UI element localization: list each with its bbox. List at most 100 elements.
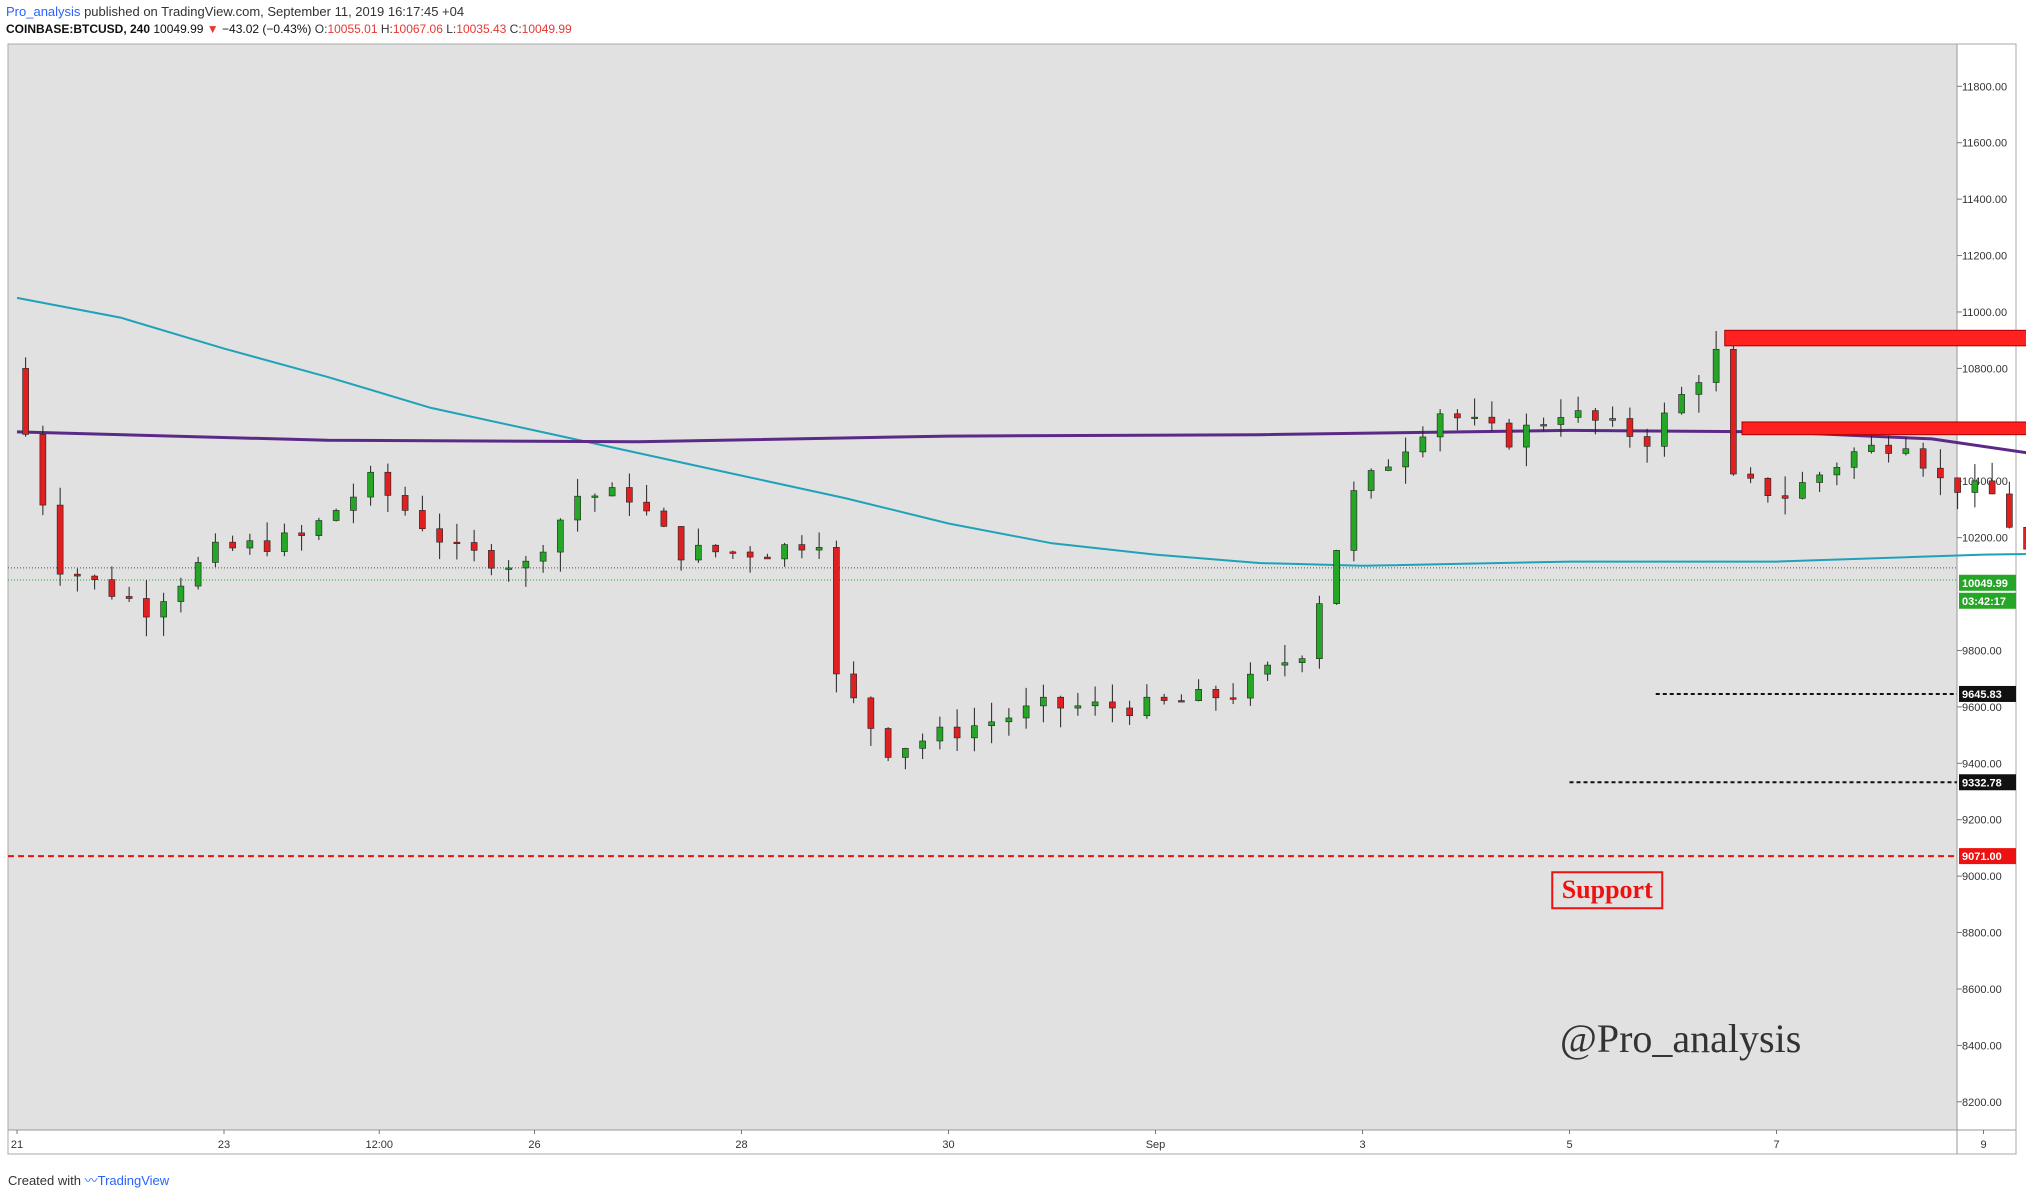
resistance-zone-2	[1741, 421, 2026, 436]
footer: Created with 〰TradingView	[8, 1170, 169, 1189]
candle-body-86	[1505, 422, 1513, 448]
candle-body-16	[298, 532, 305, 536]
candle-body-70	[1229, 697, 1237, 700]
candle-body-107	[1868, 444, 1875, 452]
candle-body-39	[695, 544, 702, 561]
candle-body-19	[350, 496, 357, 511]
candle-body-47	[833, 547, 840, 675]
candle-body-101	[1764, 477, 1772, 496]
ohlc-line: COINBASE:BTCUSD, 240 10049.99 ▼ −43.02 (…	[6, 22, 572, 36]
candle-body-20	[367, 471, 374, 498]
x-tick-label-5: 30	[942, 1139, 954, 1151]
candle-body-46	[815, 547, 823, 551]
candle-body-63	[1109, 701, 1116, 709]
candle-body-24	[436, 528, 443, 543]
level-1-label: 9645.83	[1962, 689, 2002, 701]
candle-body-32	[574, 495, 581, 521]
annotations: Support @Pro_analysis	[1551, 871, 1801, 1061]
open-value: 10055.01	[327, 22, 378, 36]
created-with-text: Created with	[8, 1173, 81, 1188]
support-label-box	[1551, 871, 1664, 910]
candle-body-109	[1902, 448, 1910, 454]
candle-body-77	[1350, 490, 1358, 551]
candle-body-48	[850, 673, 857, 699]
candle-body-37	[660, 510, 668, 527]
low-label: L:	[446, 22, 457, 36]
resistance-zone-1	[1724, 329, 2026, 347]
x-tick-label-6: Sep	[1146, 1139, 1166, 1151]
y-tick-label-15: 8600.00	[1962, 984, 2002, 996]
candle-body-21	[384, 471, 392, 496]
y-tick-label-14: 8800.00	[1962, 928, 2002, 940]
candle-body-50	[884, 728, 892, 758]
candle-body-105	[1833, 467, 1841, 476]
price-scale-labels: 10049.99 03:42:17 9645.83 9332.78 9071.00	[1959, 574, 2016, 865]
candle-body-22	[401, 495, 409, 511]
candle-body-9	[177, 585, 185, 602]
price-change: −43.02 (−0.43%)	[222, 22, 312, 36]
candle-body-95	[1661, 412, 1668, 447]
candle-body-111	[1937, 467, 1944, 479]
candle-body-8	[160, 601, 167, 618]
candle-body-83	[1454, 413, 1461, 419]
author-link[interactable]: Pro_analysis	[6, 4, 81, 19]
candle-body-113	[1971, 480, 1979, 493]
candle-body-104	[1816, 474, 1823, 483]
candle-body-2	[56, 504, 64, 575]
candle-body-6	[125, 596, 133, 599]
y-tick-label-10: 9600.00	[1962, 702, 2002, 714]
candle-body-57	[1005, 717, 1013, 723]
candle-body-84	[1471, 416, 1478, 419]
candle-body-89	[1557, 417, 1565, 425]
candle-body-13	[246, 540, 254, 549]
level-2-label: 9332.78	[1962, 777, 2002, 789]
candle-body-28	[505, 567, 512, 570]
x-tick-label-7: 3	[1359, 1139, 1365, 1151]
candle-body-1	[39, 434, 47, 506]
candle-body-71	[1247, 673, 1254, 699]
candle-body-79	[1385, 466, 1392, 471]
support-price-label: 9071.00	[1962, 851, 2002, 863]
price-levels	[8, 567, 1957, 858]
time-axis[interactable]	[8, 1130, 2016, 1154]
candle-body-5	[108, 579, 116, 597]
candle-body-110	[1919, 448, 1927, 469]
candle-body-64	[1126, 707, 1133, 717]
candle-body-0	[22, 368, 29, 435]
candle-body-90	[1574, 410, 1582, 418]
support-label: Support	[1562, 875, 1653, 904]
candle-body-52	[919, 740, 926, 749]
candle-body-26	[470, 542, 478, 551]
candle-body-116	[2023, 526, 2026, 550]
candle-body-87	[1523, 424, 1530, 448]
candle-body-96	[1678, 394, 1685, 414]
candle-body-72	[1264, 664, 1271, 675]
high-value: 10067.06	[392, 22, 443, 36]
candle-body-106	[1850, 451, 1858, 468]
x-tick-label-2: 12:00	[365, 1139, 393, 1151]
x-tick-label-10: 9	[1980, 1139, 1986, 1151]
candle-body-4	[91, 575, 98, 580]
candle-body-10	[194, 562, 202, 587]
plot-area[interactable]	[8, 44, 1957, 1130]
close-value: 10049.99	[521, 22, 572, 36]
y-tick-label-12: 9200.00	[1962, 815, 2002, 827]
candle-body-60	[1057, 696, 1064, 709]
candle-body-76	[1333, 550, 1340, 604]
x-axis-ticks: 212312:00262830Sep3579111312:0016182012:…	[11, 1130, 1987, 1151]
candle-body-53	[936, 726, 944, 742]
ma-slow-line	[16, 428, 2026, 455]
candle-body-65	[1143, 696, 1151, 717]
y-tick-label-7: 10400.00	[1962, 476, 2008, 488]
x-tick-label-1: 23	[218, 1139, 230, 1151]
candle-body-62	[1091, 701, 1099, 707]
candle-body-51	[902, 748, 909, 758]
candle-body-56	[988, 721, 995, 727]
tradingview-brand-link[interactable]: TradingView	[97, 1173, 170, 1188]
y-tick-label-11: 9400.00	[1962, 758, 2002, 770]
candle-body-30	[539, 551, 547, 562]
candle-body-115	[2006, 493, 2013, 528]
close-label: C:	[509, 22, 522, 36]
candle-body-44	[781, 544, 788, 560]
